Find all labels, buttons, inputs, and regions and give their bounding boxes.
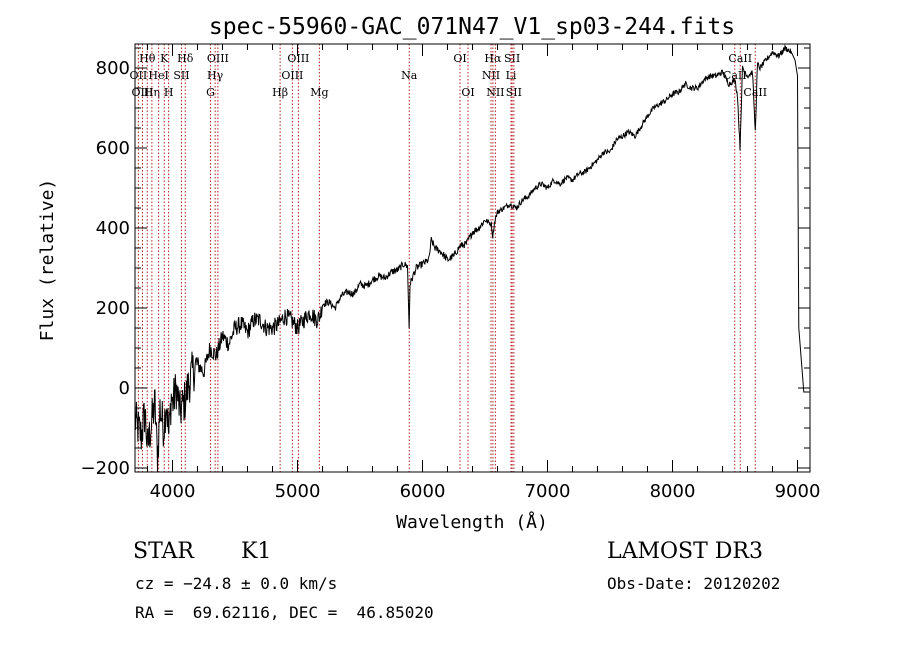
y-tick-label: 0 (119, 378, 130, 399)
spectrum-line (134, 43, 810, 473)
y-tick-label: 200 (96, 298, 130, 319)
x-tick-label: 5000 (275, 481, 321, 502)
line-marker-label: OIII (287, 52, 309, 65)
line-marker-label: HeI (148, 69, 168, 82)
object-class: STAR (133, 539, 194, 564)
line-marker-label: SII (173, 69, 189, 82)
line-marker-label: SII (504, 52, 520, 65)
line-marker-label: OIII (207, 52, 229, 65)
object-subclass: K1 (241, 539, 272, 564)
x-tick-label: 4000 (150, 481, 196, 502)
line-marker-label: CaII (743, 86, 767, 99)
line-marker-label: OI (453, 52, 466, 65)
line-marker-label: OIII (281, 69, 303, 82)
coordinates: RA = 69.62116, DEC = 46.85020 (135, 603, 434, 622)
line-marker-label: Hα (484, 52, 502, 65)
line-marker-label: OI (461, 86, 474, 99)
line-marker-label: Na (401, 69, 418, 82)
line-marker-label: K (160, 52, 169, 65)
line-marker-label: Hη (144, 86, 160, 99)
y-tick-label: −200 (81, 458, 130, 479)
redshift-cz: cz = −24.8 ± 0.0 km/s (135, 574, 338, 593)
line-marker-label: Mg (310, 86, 328, 99)
line-marker-label: H (164, 86, 174, 99)
x-tick-label: 6000 (400, 481, 446, 502)
line-marker-label: OIII (131, 86, 153, 99)
y-tick-label: 400 (96, 218, 130, 239)
line-marker-label: Li (506, 69, 517, 82)
line-marker-label: Hγ (207, 69, 224, 82)
line-marker-label: CaII (728, 52, 752, 65)
line-marker-label: NII (482, 69, 500, 82)
spectral-line-markers: HθOIIOIIIHηHeIKHSIIHδGHγOIIIHβOIIIOIIIMg… (130, 44, 767, 472)
y-tick-label: 600 (96, 138, 130, 159)
line-marker-label: Hβ (272, 86, 288, 99)
line-marker-label: Hθ (139, 52, 156, 65)
x-tick-label: 9000 (775, 481, 821, 502)
axes: 4000 5000 6000 7000 8000 9000 −200 0 200 400 600 80… (81, 44, 821, 502)
x-axis-label: Wavelength (Å) (396, 511, 548, 533)
observation-date: Obs-Date: 20120202 (607, 574, 781, 593)
x-tick-label: 8000 (650, 481, 696, 502)
line-marker-label: G (206, 86, 215, 99)
line-marker-label: Hδ (177, 52, 194, 65)
line-marker-label: OII (130, 69, 148, 82)
chart-title: spec-55960-GAC_071N47_V1_sp03-244.fits (209, 14, 735, 40)
line-marker-label: SII (506, 86, 522, 99)
y-tick-label: 800 (96, 58, 130, 79)
x-tick-label: 7000 (525, 481, 571, 502)
line-marker-label: NII (486, 86, 504, 99)
plot-frame (134, 43, 811, 473)
y-axis-label: Flux (relative) (37, 179, 58, 342)
survey-name: LAMOST DR3 (607, 539, 763, 564)
